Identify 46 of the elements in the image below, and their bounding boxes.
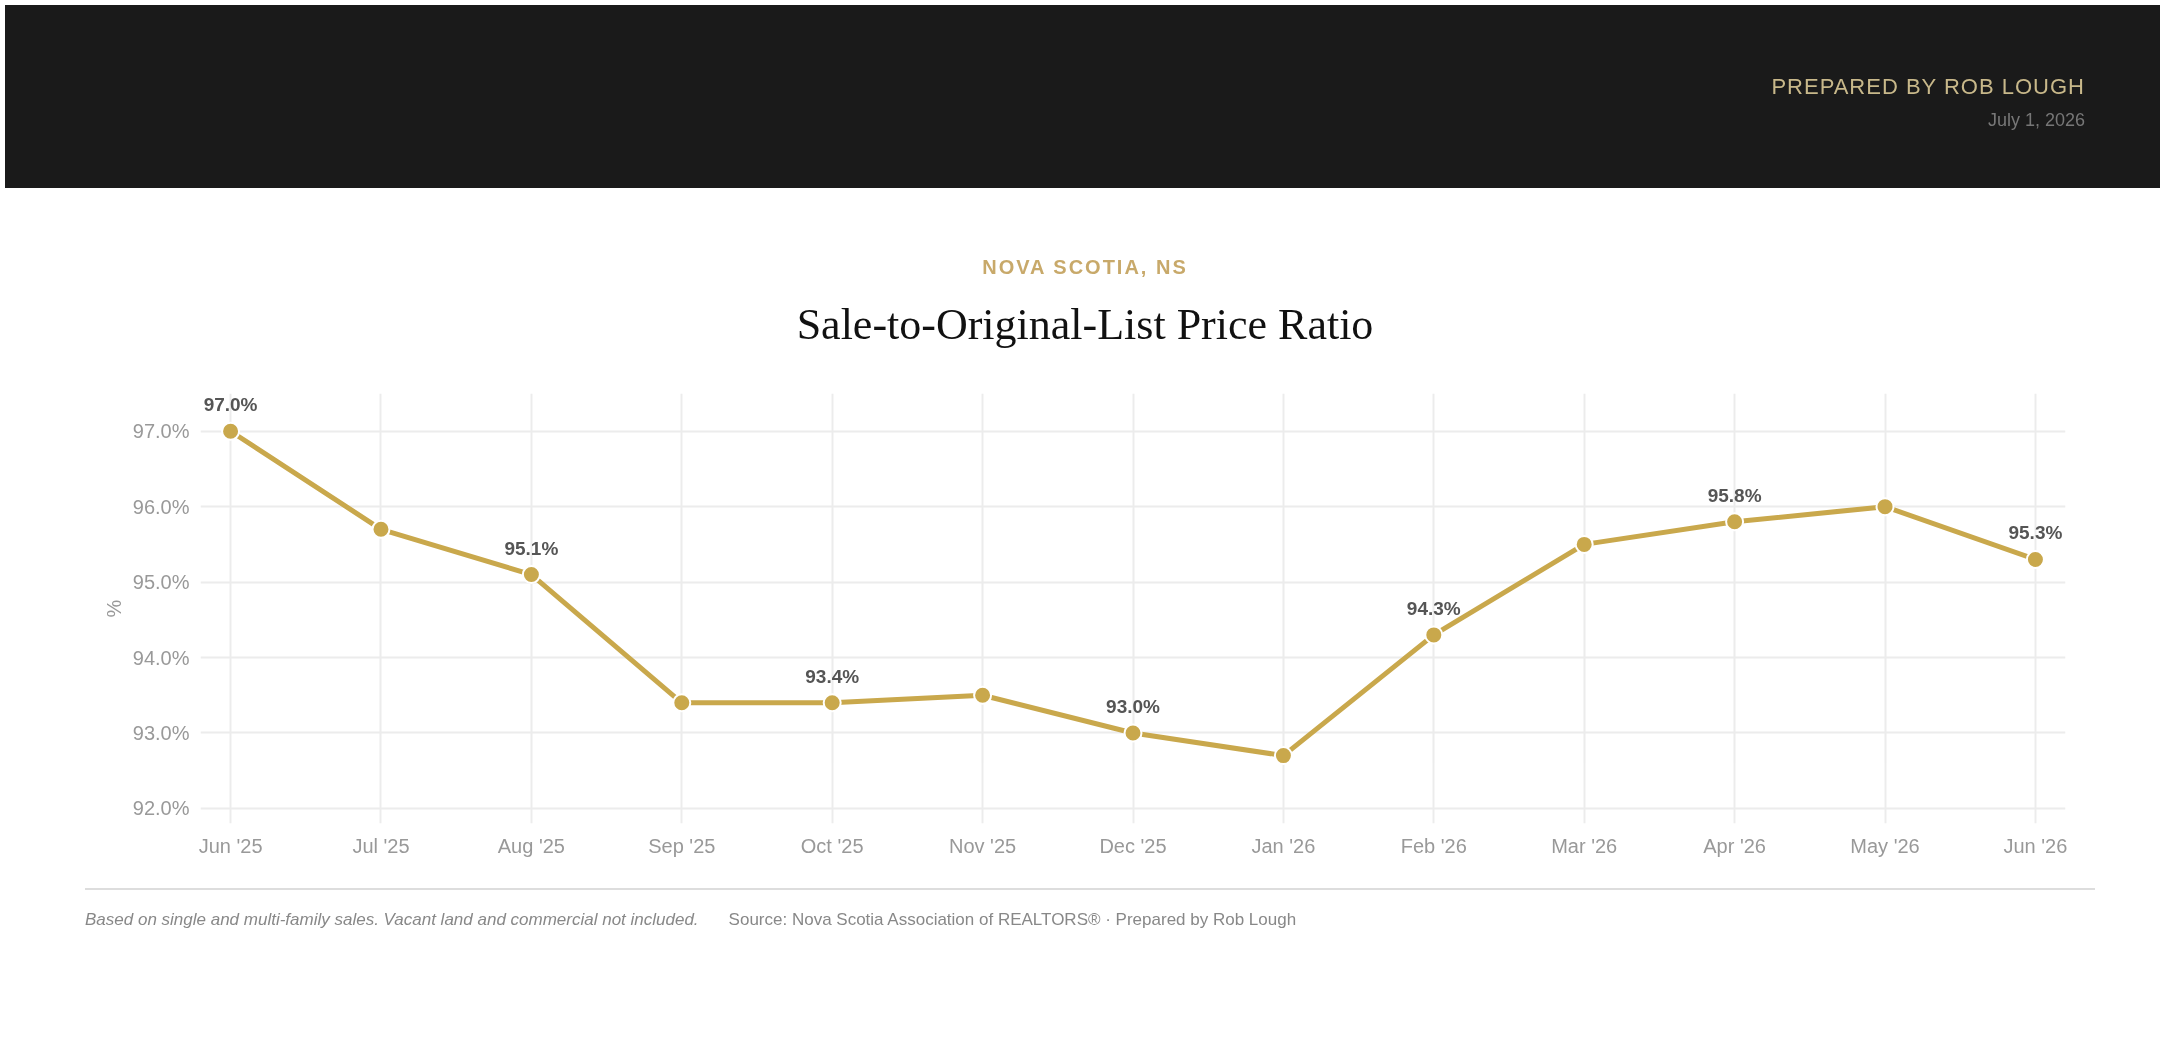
point (973, 685, 993, 705)
x-tick-label: Jun '25 (198, 834, 263, 857)
y-tick-label: 93.0% (132, 721, 190, 744)
point (672, 693, 692, 713)
y-tick-label: 94.0% (132, 646, 190, 669)
x-tick-label: Dec '25 (1099, 834, 1167, 857)
x-tick-label: Apr '26 (1703, 834, 1766, 857)
text: July 1, 2026 (1986, 109, 2085, 133)
text: PREPARED BY ROB LOUGH (1770, 73, 2085, 101)
x-tick-label: Sep '25 (648, 834, 716, 857)
y-tick-label: 96.0% (132, 495, 190, 518)
x-tick-label: Feb '26 (1400, 834, 1467, 857)
source-note: Source: Nova Scotia Association of REALTORS® · Prepared by Rob Lough (728, 909, 1297, 931)
x-tick-label: Mar '26 (1551, 834, 1618, 857)
point (221, 421, 241, 441)
data-label: 93.0% (1106, 695, 1161, 717)
data-label: 95.3% (2008, 522, 2063, 544)
point (371, 519, 391, 539)
data-label: 95.8% (1707, 484, 1762, 506)
y-tick-label: 95.0% (132, 571, 190, 594)
data-label: 94.3% (1406, 597, 1461, 619)
x-tick-label: Oct '25 (800, 834, 864, 857)
x-tick-label: Jan '26 (1251, 834, 1316, 857)
x-tick-label: Jun '26 (2003, 834, 2068, 857)
point (521, 565, 541, 585)
text: Based on single and multi-family sales. Vacant land and commercial not included. (85, 909, 699, 931)
data-label: 97.0% (203, 394, 258, 416)
x-tick-label: Aug '25 (497, 834, 565, 857)
point (1574, 534, 1594, 554)
point (1875, 497, 1895, 517)
data-label: 93.4% (805, 665, 860, 687)
point (1273, 746, 1293, 766)
x-tick-label: Jul '25 (352, 834, 410, 857)
point (822, 693, 842, 713)
point (1725, 512, 1745, 532)
y-tick-label: 97.0% (132, 420, 190, 443)
data-label: 95.1% (504, 537, 559, 559)
x-tick-label: May '26 (1850, 834, 1920, 857)
point (1123, 723, 1143, 743)
chart-title: Sale-to-Original-List Price Ratio (795, 298, 1375, 351)
chart-subtitle: NOVA SCOTIA, NS (981, 255, 1189, 280)
point (1424, 625, 1444, 645)
x-tick-label: Nov '25 (949, 834, 1017, 857)
y-tick-label: 92.0% (132, 797, 190, 820)
y-axis-title: % (102, 599, 125, 618)
point (2025, 549, 2045, 569)
